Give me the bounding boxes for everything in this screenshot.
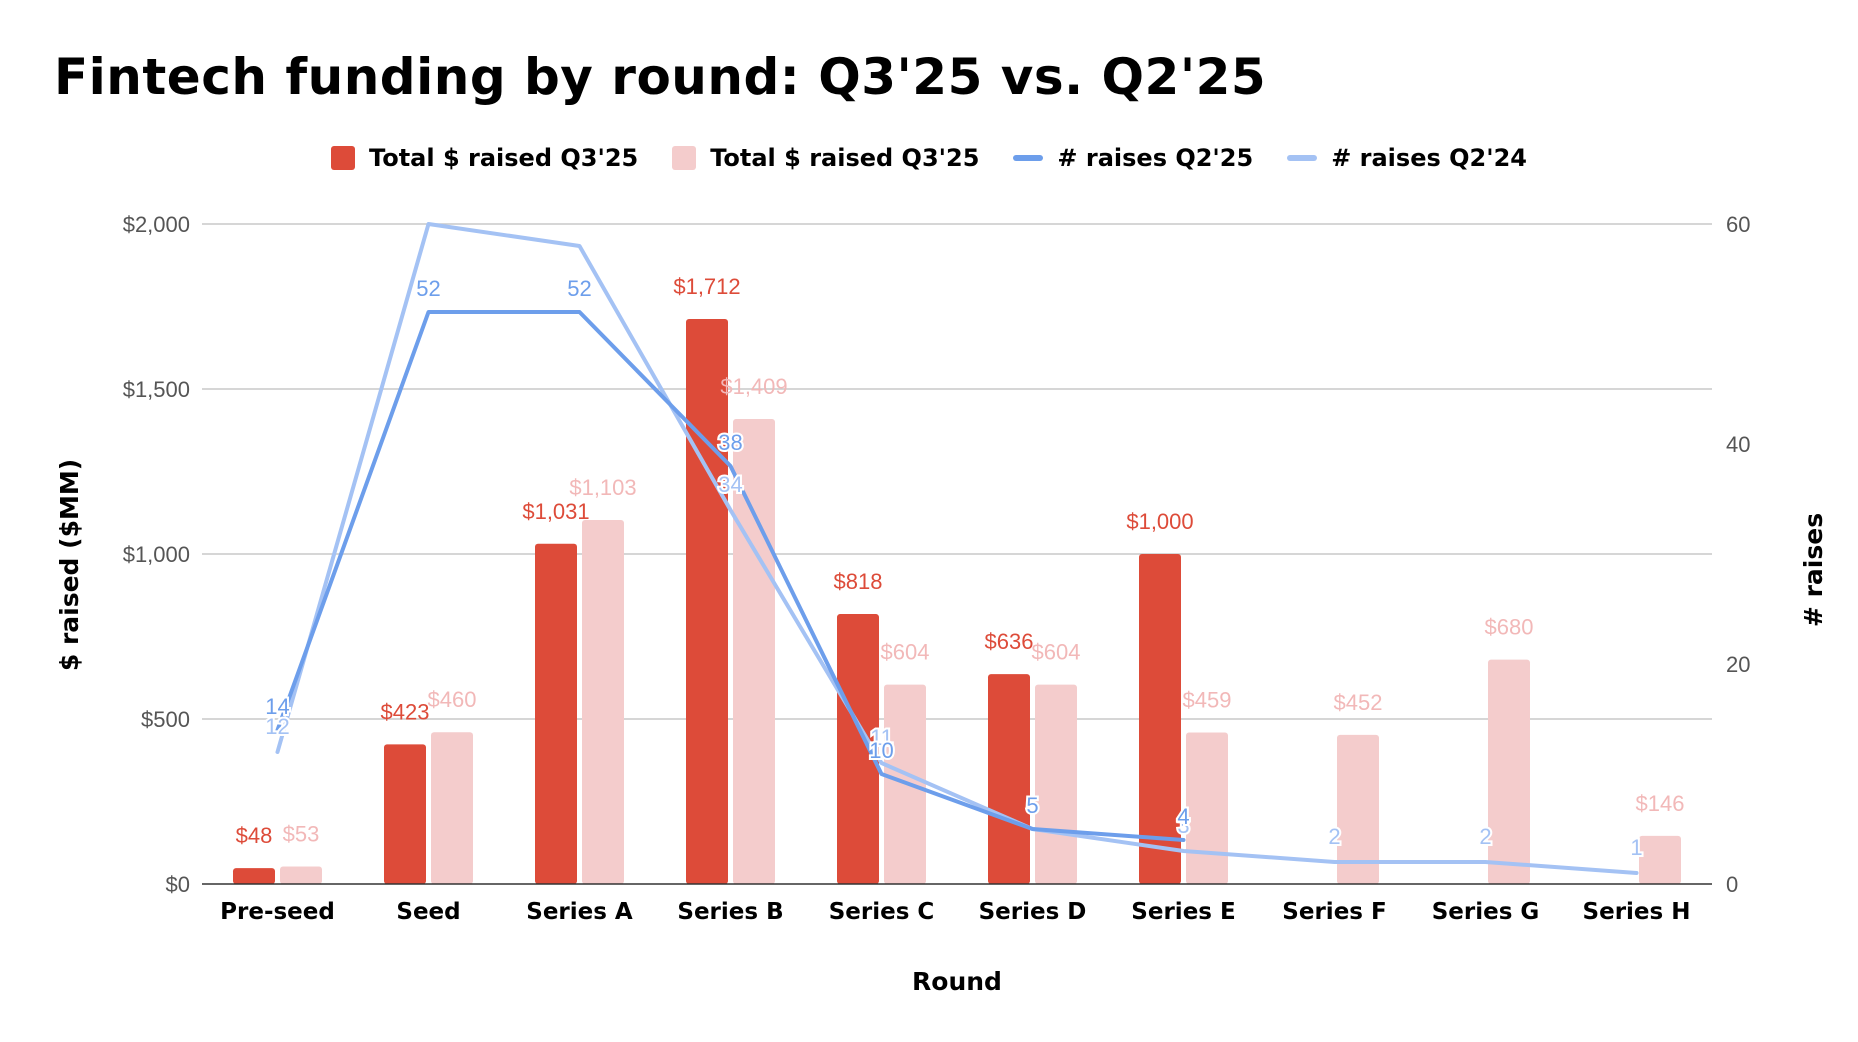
legend-swatch [331,146,356,170]
line-data-label: 52 [567,276,591,301]
y2-tick-label: 40 [1726,432,1750,457]
y-tick-label: $1,000 [123,542,190,567]
bar-data-label: $636 [985,629,1034,654]
bars [233,319,1681,884]
y-tick-label: $500 [141,707,190,732]
y-axis-title: $ raised ($MM) [55,459,84,671]
y-tick-label: $0 [166,872,190,897]
legend-label: # raises Q2'24 [1331,144,1527,172]
legend: Total $ raised Q3'25 Total $ raised Q3'2… [0,144,1858,172]
legend-label: Total $ raised Q3'25 [369,144,639,172]
line-data-label: 2 [1479,824,1491,849]
line-data-label: 2 [1328,824,1340,849]
bar-series-1 [535,543,577,884]
bar-data-label: $460 [428,687,477,712]
x-tick-label: Series F [1282,899,1386,925]
bar-data-label: $146 [1636,791,1685,816]
bar-series-2 [1035,684,1077,884]
bar-data-label: $1,712 [673,274,740,299]
x-tick-label: Pre-seed [220,899,335,925]
bar-series-1 [686,319,728,884]
bar-data-label: $1,103 [569,475,636,500]
bar-data-label: $818 [834,569,883,594]
line-data-label: 34 [718,472,742,497]
x-tick-label: Series E [1131,899,1235,925]
bar-series-2 [1186,732,1228,884]
bar-data-label: $53 [283,822,320,847]
line-series-raises-q2-25 [275,310,1186,842]
y-tick-label: $2,000 [123,212,190,237]
bar-series-1 [1139,554,1181,884]
legend-label: Total $ raised Q3'25 [710,144,980,172]
bar-data-label: $452 [1334,690,1383,715]
x-tick-label: Seed [396,899,460,925]
bar-data-label: $680 [1485,615,1534,640]
legend-label: # raises Q2'25 [1057,144,1254,172]
legend-item-raises-q2-25[interactable]: # raises Q2'25 [1013,144,1253,172]
legend-swatch [1287,155,1318,161]
bar-data-label: $604 [881,640,930,665]
x-axis-title: Round [912,967,1002,996]
bar-data-label: $1,031 [522,499,589,524]
x-tick-label: Series C [829,899,935,925]
bar-data-label: $459 [1183,688,1232,713]
line-data-label: 11 [870,725,893,750]
legend-swatch [672,146,697,170]
bar-data-label: $1,409 [720,374,787,399]
gridlines [202,223,1712,720]
x-tick-label: Series H [1583,899,1691,925]
bar-series-1 [384,744,426,884]
chart-title: Fintech funding by round: Q3'25 vs. Q2'2… [54,48,1267,106]
bar-series-2 [1639,835,1681,884]
line-data-label: 14 [265,694,289,719]
line-data-label: 12 [265,714,289,739]
y2-tick-label: 0 [1726,872,1738,897]
bar-data-label: $604 [1032,640,1081,665]
legend-item-q3-bars[interactable]: Total $ raised Q3'25 [331,144,638,172]
line-data-label: 52 [416,276,440,301]
bar-data-label: $423 [381,699,430,724]
x-tick-label: Series B [677,899,783,925]
bar-series-1 [837,614,879,884]
bar-series-2 [280,866,322,884]
bar-series-1 [233,868,275,884]
legend-item-raises-q2-24[interactable]: # raises Q2'24 [1287,144,1527,172]
line-data-label: 10 [869,738,893,763]
x-tick-label: Series A [526,899,633,925]
line-data-label: 3 [1177,813,1189,838]
bar-series-2 [1337,734,1379,884]
x-tick-label: Series D [979,899,1087,925]
y-tick-label: $1,500 [123,377,190,402]
x-tick-label: Series G [1432,899,1540,925]
bar-data-label: $48 [236,823,273,848]
line-data-label: 5 [1026,793,1038,818]
bar-series-1 [988,674,1030,884]
y2-tick-label: 60 [1726,212,1750,237]
bar-series-2 [431,732,473,884]
axes: $0 $500 $1,000 $1,500 $2,000 0 20 40 60 Pre-seed S… [123,212,1751,925]
bar-series-2 [1488,659,1530,884]
line-series-raises-q2-24 [275,222,1639,875]
y2-tick-label: 20 [1726,652,1750,677]
line-data-label: 38 [718,430,742,455]
legend-swatch [1013,155,1044,161]
line-data-label: 4 [1177,804,1189,829]
bar-series-2 [582,520,624,884]
line-data-label: 1 [1630,835,1642,860]
bar-data-label: $1,000 [1126,509,1193,534]
legend-item-prior-bars[interactable]: Total $ raised Q3'25 [672,144,979,172]
data-labels: $48 $53 $423$460 $1,031$1,103 $1,712 $1,409 $8… [236,274,1685,862]
y2-axis-title: # raises [1799,513,1828,627]
lines [275,222,1639,875]
